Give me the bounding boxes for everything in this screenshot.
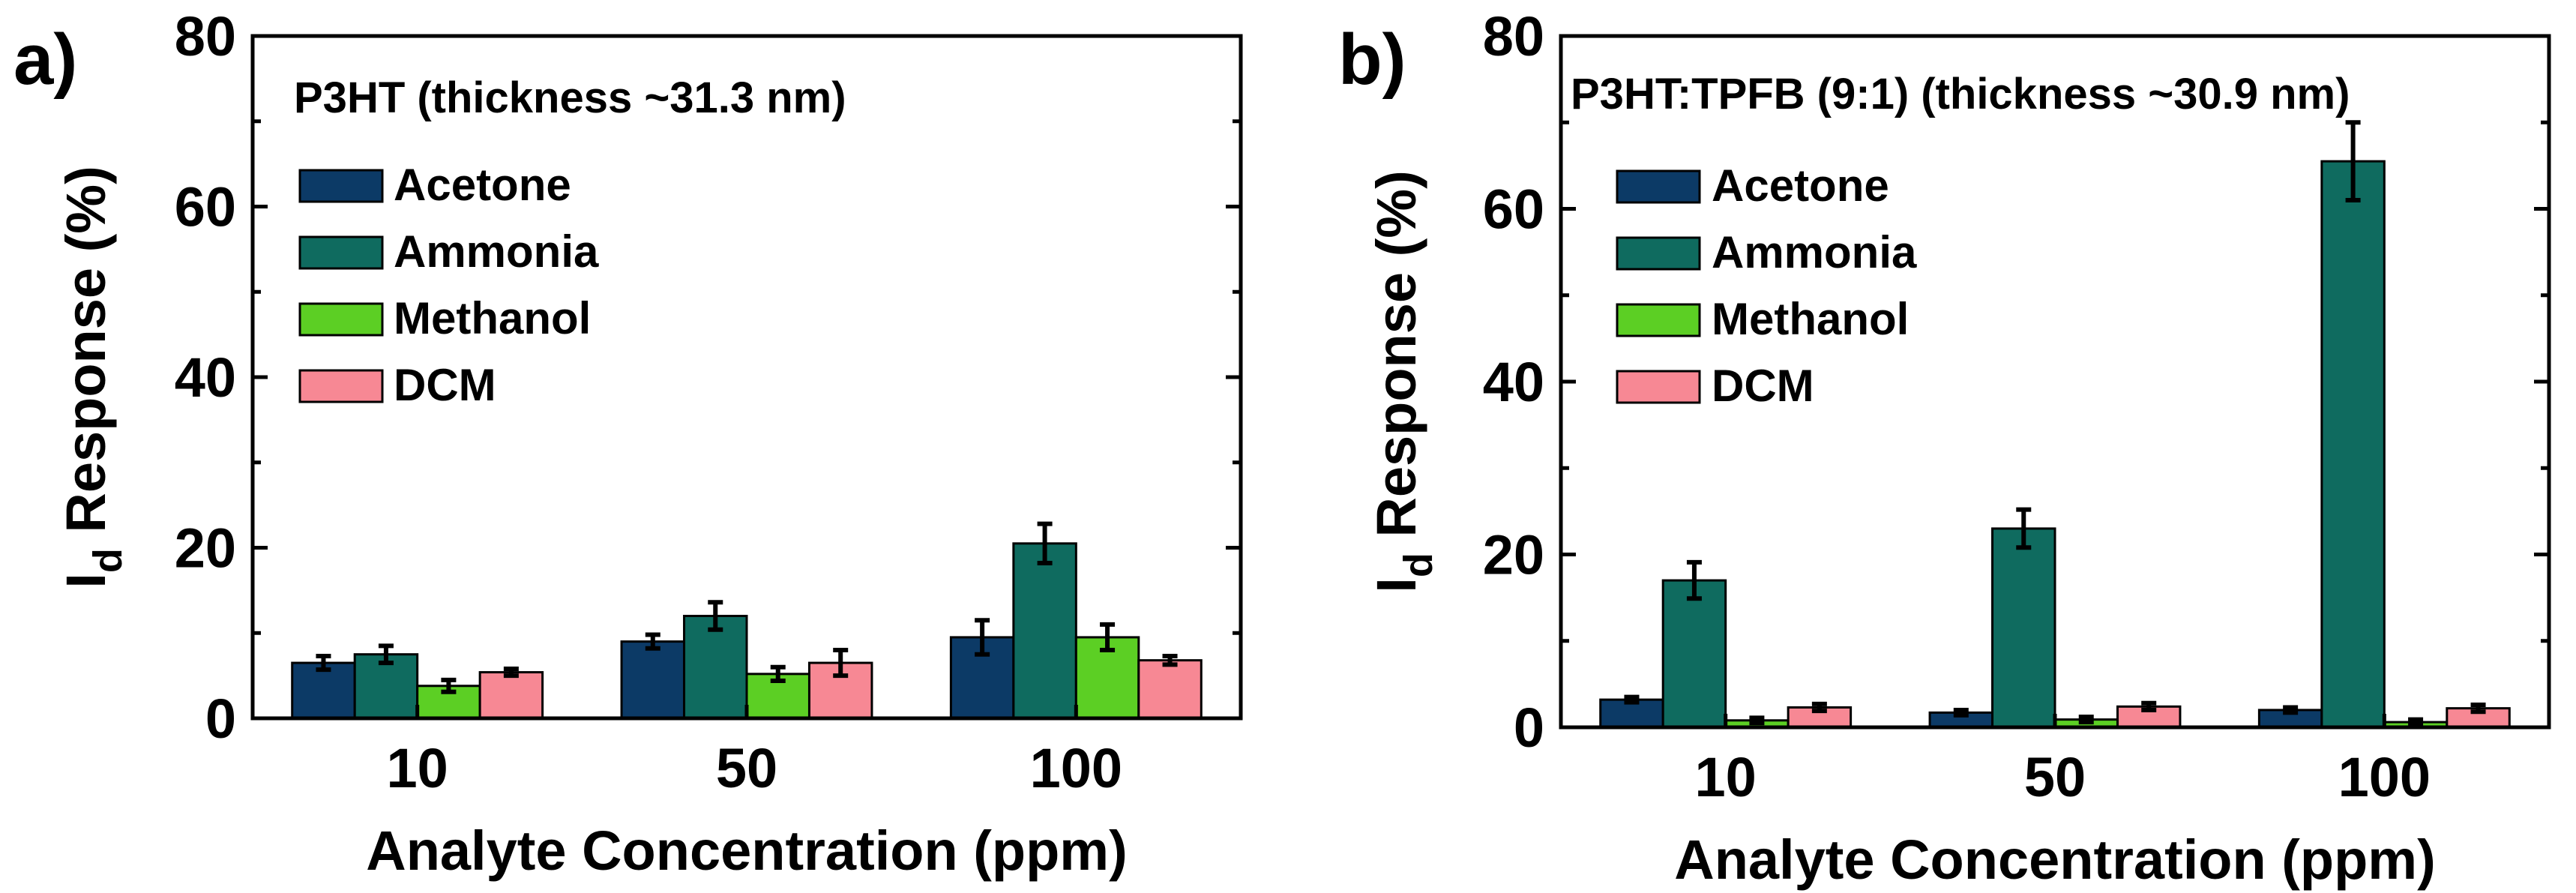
legend-swatch-ammonia xyxy=(1616,236,1701,271)
error-bar-acetone-10 xyxy=(1624,694,1640,705)
x-tick-label: 50 xyxy=(716,737,777,799)
y-tick-label: 80 xyxy=(175,5,236,67)
error-bar-methanol-100 xyxy=(2408,717,2424,727)
bar-ammonia-100 xyxy=(1012,542,1077,720)
legend-swatch-methanol xyxy=(1616,303,1701,337)
error-bar-ammonia-10 xyxy=(1686,559,1702,601)
error-bar-ammonia-100 xyxy=(2345,120,2361,202)
x-tick-label: 10 xyxy=(1695,746,1757,808)
error-bar-acetone-100 xyxy=(2283,705,2299,715)
x-tick-label: 100 xyxy=(1030,737,1122,799)
chart-title: P3HT (thickness ~31.3 nm) xyxy=(294,73,846,122)
error-bar-methanol-10 xyxy=(1749,715,1765,726)
chart-panel-b: 0 20 40 60 80 10 50 100 Analyte Concentration (p… xyxy=(1338,5,2551,891)
legend-label-methanol: Methanol xyxy=(394,293,591,343)
error-bar-dcm-100 xyxy=(2470,703,2486,715)
bar-ammonia-50 xyxy=(1991,527,2056,729)
error-bar-ammonia-50 xyxy=(708,600,723,632)
y-axis-title-main: I xyxy=(55,573,117,589)
x-tick-label: 10 xyxy=(387,737,448,799)
error-bar-ammonia-100 xyxy=(1037,521,1053,565)
bar-acetone-50 xyxy=(620,640,686,720)
panel-label: a) xyxy=(13,19,77,100)
error-bar-dcm-50 xyxy=(833,648,849,679)
bar-dcm-10 xyxy=(478,671,544,720)
bar-ammonia-100 xyxy=(2320,160,2386,729)
legend-swatch-acetone xyxy=(1616,169,1701,204)
y-tick-label: 20 xyxy=(175,517,236,580)
error-bar-dcm-50 xyxy=(2141,700,2157,712)
x-tick-label: 50 xyxy=(2024,746,2086,808)
error-bar-acetone-50 xyxy=(645,632,660,651)
legend-label-ammonia: Ammonia xyxy=(394,226,599,277)
legend-label-ammonia: Ammonia xyxy=(1712,227,1917,277)
legend-label-acetone: Acetone xyxy=(394,160,571,210)
legend-swatch-ammonia xyxy=(298,235,384,270)
bar-dcm-100 xyxy=(1137,659,1203,720)
y-axis-title-rest: Response (%) xyxy=(1365,170,1427,553)
error-bar-acetone-100 xyxy=(975,618,990,657)
error-bar-methanol-50 xyxy=(2078,715,2094,725)
chart-panel-a: 0 20 40 60 80 10 50 100 Analyte Concentration (p… xyxy=(13,5,1243,882)
error-bar-methanol-10 xyxy=(441,677,457,694)
y-tick-label: 0 xyxy=(205,688,236,750)
legend-swatch-methanol xyxy=(298,302,384,337)
x-axis-title: Analyte Concentration (ppm) xyxy=(366,820,1127,882)
y-axis-title-subscript: d xyxy=(1396,553,1441,577)
bar-ammonia-10 xyxy=(1661,579,1727,729)
error-bar-methanol-50 xyxy=(770,664,786,683)
y-axis-title-main: I xyxy=(1365,577,1427,593)
error-bar-dcm-10 xyxy=(503,667,519,679)
y-axis-title-subscript: d xyxy=(85,548,130,573)
legend-label-methanol: Methanol xyxy=(1712,294,1909,344)
chart-title: P3HT:TPFB (9:1) (thickness ~30.9 nm) xyxy=(1571,70,2350,118)
error-bar-ammonia-50 xyxy=(2016,507,2032,550)
legend-swatch-dcm xyxy=(1616,370,1701,404)
y-tick-label: 60 xyxy=(175,176,236,238)
error-bar-dcm-10 xyxy=(1811,701,1827,714)
legend-label-acetone: Acetone xyxy=(1712,160,1889,211)
y-axis-title: Id Response (%) xyxy=(1365,170,1441,592)
y-tick-label: 0 xyxy=(1514,697,1544,759)
legend-label-dcm: DCM xyxy=(394,360,496,410)
error-bar-ammonia-10 xyxy=(378,643,394,666)
panel-label: b) xyxy=(1338,19,1406,100)
legend-swatch-acetone xyxy=(298,169,384,203)
error-bar-methanol-100 xyxy=(1100,622,1116,652)
legend-label-dcm: DCM xyxy=(1712,361,1814,411)
y-tick-label: 20 xyxy=(1483,524,1544,586)
y-tick-label: 80 xyxy=(1483,5,1544,67)
y-axis-title-rest: Response (%) xyxy=(55,166,117,548)
legend-swatch-dcm xyxy=(298,369,384,403)
y-tick-label: 40 xyxy=(175,346,236,409)
error-bar-acetone-10 xyxy=(316,653,331,673)
error-bar-dcm-100 xyxy=(1162,653,1178,667)
y-tick-label: 60 xyxy=(1483,178,1544,241)
y-axis-title: Id Response (%) xyxy=(55,166,130,588)
y-tick-label: 40 xyxy=(1483,351,1544,413)
x-axis-title: Analyte Concentration (ppm) xyxy=(1674,829,2435,891)
x-tick-label: 100 xyxy=(2338,746,2431,808)
error-bar-acetone-50 xyxy=(1953,707,1969,718)
